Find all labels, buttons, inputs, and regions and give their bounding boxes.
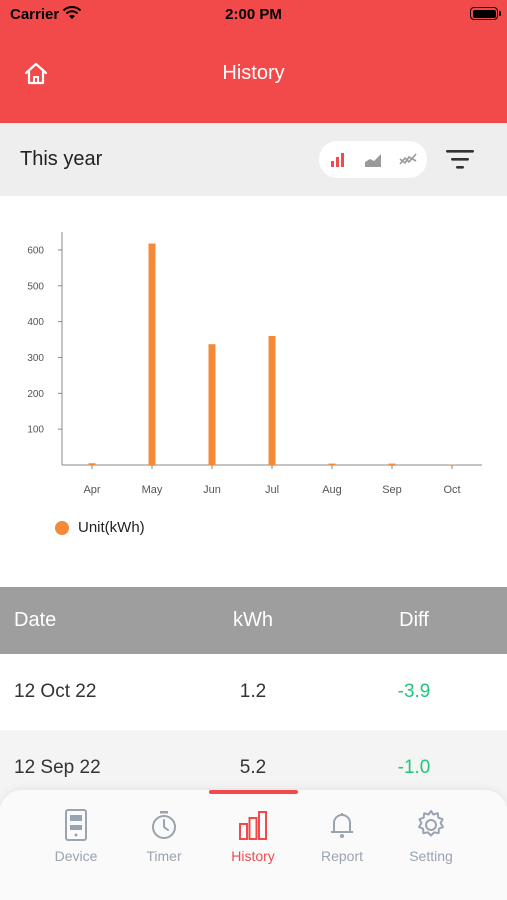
x-tick-label: Jun [203,484,221,496]
y-tick-label: 200 [27,389,44,400]
column-header-date: Date [14,609,57,631]
row-diff: -3.9 [397,681,431,702]
bar-jul [268,335,276,465]
bar-oct [448,464,456,466]
bar-chart: 100 200 300 400 500 600 Apr May Jun Jul Aug Sep Oct [27,232,482,496]
active-tab-indicator [209,790,298,794]
history-icon [239,811,267,840]
tab-device[interactable]: Device [36,804,116,864]
battery-icon [470,7,501,20]
y-tick-label: 300 [27,353,44,364]
period-label[interactable]: This year [20,148,103,170]
bar-sep [388,463,396,465]
row-kwh: 1.2 [239,681,267,702]
tab-timer[interactable]: Timer [124,804,204,864]
tab-report[interactable]: Report [302,804,382,864]
tab-label: Report [320,848,364,864]
tab-label: Device [54,848,98,864]
tab-bar: Device Timer History Report Sett [0,790,507,900]
line-chart-button[interactable] [397,149,419,169]
tab-setting[interactable]: Setting [391,804,471,864]
home-icon [24,62,48,85]
y-tick-label: 400 [27,317,44,328]
device-icon [65,809,87,841]
tab-label: History [231,848,275,864]
page-title: History [222,62,285,84]
row-date: 12 Sep 22 [14,757,101,778]
period-bar: This year [0,123,507,196]
line-chart-icon [399,153,417,165]
status-bar: Carrier 2:00 PM [0,0,507,30]
chart-type-toggle [319,141,427,178]
area-chart-icon [365,154,381,167]
app-header: Carrier 2:00 PM History [0,0,507,123]
x-tick-label: Jul [265,484,279,496]
x-tick-label: Oct [443,484,460,496]
y-tick-label: 600 [27,245,44,256]
row-date: 12 Oct 22 [14,681,97,702]
legend-swatch [55,521,69,535]
x-tick-label: May [142,484,163,496]
bar-aug [328,463,336,465]
x-tick-label: Apr [83,484,100,496]
status-time: 2:00 PM [225,6,282,23]
bar-apr [88,463,96,465]
bar-may [148,243,156,465]
filter-icon [446,150,474,169]
filter-button[interactable] [444,148,476,170]
bar-chart-icon [331,153,344,167]
bell-icon [331,813,353,838]
row-diff: -1.0 [397,757,431,778]
tab-label: Timer [146,848,182,864]
gear-icon [418,810,444,837]
x-tick-label: Sep [382,484,402,496]
legend-label: Unit(kWh) [78,519,145,536]
tab-label: Setting [409,848,453,864]
tab-history[interactable]: History [213,804,293,864]
usage-chart: 100 200 300 400 500 600 Apr May Jun Jul Aug Sep Oct … [0,196,507,587]
wifi-icon [62,6,82,25]
home-button[interactable] [22,60,50,88]
table-header: Date kWh Diff [0,587,507,654]
y-tick-label: 500 [27,281,44,292]
column-header-diff: Diff [399,609,429,631]
y-tick-label: 100 [27,425,44,436]
bar-jun [208,344,216,465]
area-chart-button[interactable] [362,149,384,169]
carrier-label: Carrier [10,6,60,23]
column-header-kwh: kWh [233,609,273,631]
x-tick-label: Aug [322,484,342,496]
timer-icon [152,811,176,839]
bar-chart-button[interactable] [327,149,349,169]
row-kwh: 5.2 [239,757,267,778]
table-row[interactable]: 12 Oct 22 1.2 -3.9 [0,654,507,730]
